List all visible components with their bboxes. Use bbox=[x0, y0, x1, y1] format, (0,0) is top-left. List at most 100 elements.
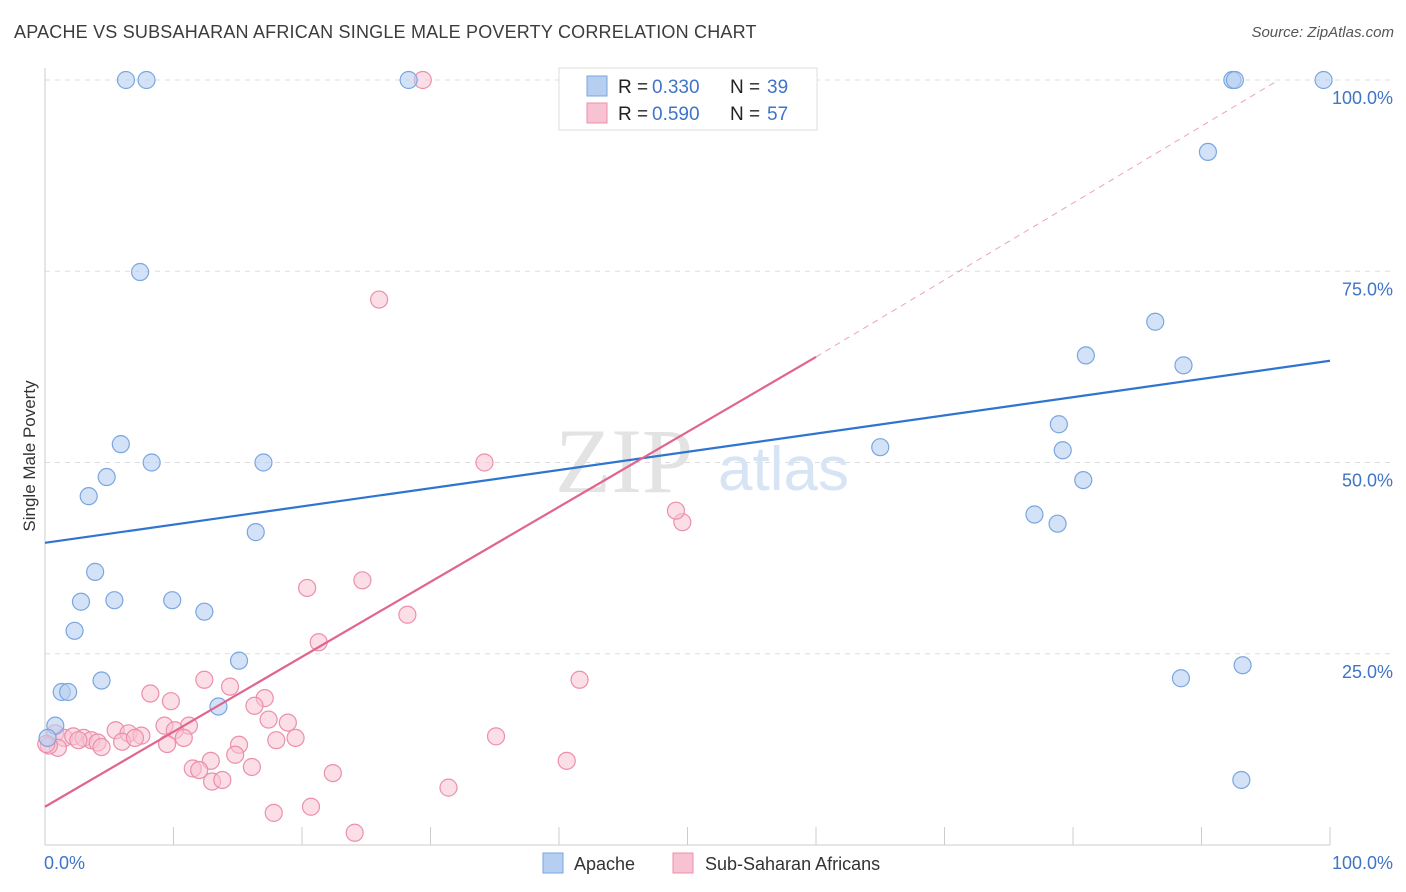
legend-n-label-apache: N = bbox=[730, 77, 760, 98]
apache-point bbox=[1053, 441, 1072, 460]
x-tick-label-max: 100.0% bbox=[1332, 853, 1393, 873]
apache-point bbox=[38, 728, 57, 748]
apache-point bbox=[92, 671, 111, 690]
trend-lines bbox=[44, 79, 1331, 808]
ssa-point bbox=[190, 760, 209, 780]
apache-point bbox=[1171, 669, 1191, 688]
apache-point bbox=[116, 70, 136, 90]
ssa-point bbox=[286, 728, 305, 748]
apache-trend-line bbox=[44, 359, 1331, 544]
axes bbox=[44, 68, 1331, 846]
ssa-point bbox=[570, 670, 589, 689]
watermark: ZIP atlas bbox=[555, 410, 849, 512]
apache-point bbox=[111, 435, 130, 454]
ssa-points bbox=[37, 70, 766, 842]
apache-point bbox=[246, 523, 265, 542]
bottom-legend-ssa: Sub-Saharan Africans bbox=[705, 854, 880, 874]
legend-swatch-ssa bbox=[586, 102, 608, 124]
bottom-legend-swatch-ssa bbox=[672, 852, 694, 874]
ssa-point bbox=[353, 571, 372, 590]
chart-title: APACHE VS SUBSAHARAN AFRICAN SINGLE MALE… bbox=[14, 22, 757, 42]
ssa-point bbox=[69, 731, 88, 750]
ssa-point bbox=[264, 803, 283, 822]
apache-point bbox=[65, 621, 84, 640]
ssa-point bbox=[557, 751, 576, 770]
apache-point bbox=[1048, 514, 1067, 533]
apache-point bbox=[137, 70, 156, 90]
ssa-point bbox=[475, 453, 494, 472]
apache-point bbox=[1049, 415, 1068, 434]
legend-bottom: Apache Sub-Saharan Africans bbox=[542, 852, 880, 874]
apache-point bbox=[399, 70, 418, 90]
legend-n-value-ssa: 57 bbox=[767, 104, 788, 125]
ssa-point bbox=[278, 713, 297, 732]
apache-point bbox=[130, 262, 150, 282]
ssa-point bbox=[486, 727, 506, 746]
ssa-point bbox=[92, 737, 111, 757]
source-label: Source: ZipAtlas.com bbox=[1251, 24, 1394, 41]
legend-n-value-apache: 39 bbox=[767, 77, 788, 98]
apache-point bbox=[105, 591, 124, 610]
legend-r-value-ssa: 0.590 bbox=[652, 104, 700, 125]
apache-point bbox=[163, 591, 182, 610]
apache-points bbox=[38, 70, 1333, 790]
apache-point bbox=[142, 453, 161, 472]
y-tick-label: 25.0% bbox=[1342, 662, 1393, 682]
apache-point bbox=[1314, 70, 1333, 90]
apache-point bbox=[71, 592, 91, 611]
apache-point bbox=[229, 651, 249, 670]
apache-point bbox=[1146, 312, 1165, 331]
legend-swatch-apache bbox=[586, 75, 608, 97]
legend-r-label-apache: R = bbox=[618, 77, 648, 98]
ssa-point bbox=[161, 692, 181, 711]
ssa-point bbox=[220, 677, 240, 696]
ssa-point bbox=[267, 731, 286, 750]
x-tick-label-min: 0.0% bbox=[44, 853, 85, 873]
ssa-point bbox=[398, 605, 417, 624]
ssa-trend-line bbox=[44, 355, 817, 808]
ssa-point bbox=[125, 728, 145, 748]
ssa-trend-extension bbox=[815, 79, 1279, 358]
legend-r-value-apache: 0.330 bbox=[652, 77, 700, 98]
apache-point bbox=[97, 467, 116, 487]
apache-point bbox=[1074, 470, 1093, 490]
ssa-point bbox=[213, 770, 232, 790]
ssa-point bbox=[370, 290, 389, 309]
ssa-point bbox=[323, 763, 342, 783]
apache-point bbox=[1174, 356, 1193, 375]
ssa-point bbox=[245, 696, 264, 715]
ssa-point bbox=[439, 778, 458, 797]
ssa-point bbox=[301, 797, 321, 816]
y-tick-label: 75.0% bbox=[1342, 279, 1393, 299]
apache-point bbox=[1076, 346, 1095, 365]
apache-point bbox=[59, 682, 78, 702]
apache-point bbox=[1198, 142, 1218, 162]
ssa-point bbox=[298, 578, 317, 598]
ssa-point bbox=[345, 823, 364, 842]
ssa-point bbox=[174, 728, 193, 748]
legend-n-label-ssa: N = bbox=[730, 104, 760, 125]
ssa-point bbox=[242, 757, 261, 777]
apache-point bbox=[195, 602, 214, 621]
y-axis-label: Single Male Poverty bbox=[20, 380, 39, 532]
ssa-point bbox=[141, 684, 160, 703]
apache-point bbox=[1025, 505, 1044, 524]
ssa-point bbox=[666, 501, 686, 520]
apache-point bbox=[871, 438, 890, 457]
ssa-point bbox=[226, 745, 245, 764]
apache-point bbox=[1233, 656, 1252, 675]
apache-point bbox=[86, 562, 105, 581]
apache-point bbox=[254, 453, 273, 472]
bottom-legend-apache: Apache bbox=[574, 854, 635, 874]
ssa-point bbox=[259, 710, 278, 729]
apache-point bbox=[1225, 70, 1245, 90]
y-tick-label: 50.0% bbox=[1342, 471, 1393, 491]
legend-top: R = 0.330 N = 39 R = 0.590 N = 57 bbox=[558, 67, 818, 131]
ssa-point bbox=[195, 670, 214, 689]
apache-point bbox=[1232, 770, 1251, 790]
bottom-legend-swatch-apache bbox=[542, 852, 564, 874]
y-tick-labels: 25.0% 50.0% 75.0% 100.0% bbox=[1332, 88, 1393, 682]
apache-point bbox=[79, 487, 98, 506]
y-tick-label: 100.0% bbox=[1332, 88, 1393, 108]
